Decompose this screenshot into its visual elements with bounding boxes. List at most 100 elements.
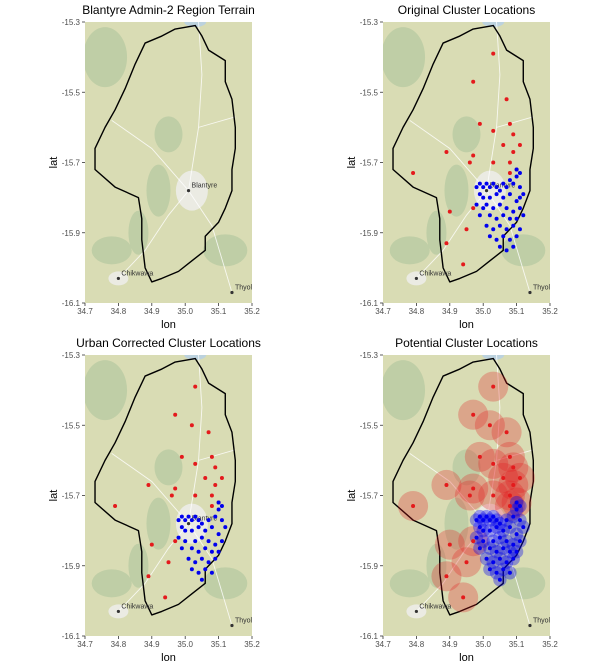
forest-patch bbox=[128, 210, 149, 255]
rural-cluster-point bbox=[209, 454, 214, 459]
urban-cluster-point bbox=[487, 518, 492, 523]
x-tick-label: 35.0 bbox=[177, 307, 193, 316]
urban-cluster-point bbox=[511, 244, 516, 249]
urban-cluster-point bbox=[203, 567, 208, 572]
urban-cluster-point bbox=[507, 570, 512, 575]
urban-cluster-point bbox=[494, 216, 499, 221]
urban-cluster-point bbox=[183, 528, 188, 533]
place-label-blantyre: Blantyre bbox=[192, 183, 218, 190]
x-axis-label: lon bbox=[459, 652, 474, 664]
forest-patch bbox=[444, 497, 469, 550]
rural-cluster-point bbox=[467, 493, 472, 498]
district-boundary bbox=[94, 357, 237, 616]
rural-cluster-point bbox=[219, 475, 224, 480]
forest-patch bbox=[444, 164, 469, 217]
urban-cluster-point bbox=[219, 518, 224, 523]
rural-cluster-point bbox=[504, 97, 509, 102]
x-tick-label: 34.9 bbox=[442, 640, 458, 649]
urban-cluster-point bbox=[199, 535, 204, 540]
x-tick-label: 35.1 bbox=[211, 307, 227, 316]
x-tick-label: 35.0 bbox=[475, 640, 491, 649]
urban-cluster-point bbox=[514, 167, 519, 172]
chart-panel-3: Blantyre Chikwawa Thyolo 34.7 34.8 34.9 35.0 35… bbox=[48, 336, 261, 664]
y-tick-label: -15.9 bbox=[62, 562, 81, 571]
x-tick-label: 35.1 bbox=[509, 307, 525, 316]
road bbox=[496, 116, 534, 128]
rural-cluster-point bbox=[507, 504, 512, 509]
urban-cluster-point bbox=[481, 185, 486, 190]
district-boundary bbox=[392, 357, 534, 616]
forest-patch bbox=[426, 543, 447, 588]
urban-cluster-point bbox=[474, 518, 479, 523]
urban-cluster-point bbox=[494, 518, 499, 523]
x-axis-label: lon bbox=[161, 319, 176, 331]
urban-cluster-point bbox=[477, 213, 482, 218]
x-tick-label: 34.7 bbox=[77, 640, 93, 649]
urban-cluster-point bbox=[517, 195, 522, 200]
place-marker bbox=[414, 276, 418, 281]
urban-cluster-point bbox=[511, 223, 516, 228]
urban-cluster-point bbox=[501, 181, 506, 186]
place-marker bbox=[230, 623, 234, 628]
urban-cluster-point bbox=[491, 560, 496, 565]
rural-cluster-point bbox=[511, 465, 516, 470]
urban-cluster-point bbox=[186, 514, 191, 519]
urban-cluster-point bbox=[511, 209, 516, 214]
urban-cluster-point bbox=[497, 244, 502, 249]
road bbox=[198, 116, 236, 128]
urban-cluster-point bbox=[213, 514, 218, 519]
urban-cluster-point bbox=[504, 560, 509, 565]
y-tick-label: -15.3 bbox=[360, 18, 379, 27]
rural-cluster-point bbox=[491, 51, 496, 56]
chart-title: Blantyre Admin-2 Region Terrain bbox=[82, 3, 255, 17]
urban-cluster-point bbox=[196, 549, 201, 554]
rural-cluster-point bbox=[471, 412, 476, 417]
forest-patch bbox=[154, 116, 183, 153]
urban-cluster-point bbox=[504, 206, 509, 211]
y-tick-label: -15.9 bbox=[360, 562, 379, 571]
forest-patch bbox=[501, 567, 546, 600]
rural-cluster-point bbox=[166, 560, 171, 565]
x-tick-label: 35.0 bbox=[475, 307, 491, 316]
y-tick-label: -15.3 bbox=[360, 351, 379, 360]
forest-patch bbox=[128, 543, 149, 588]
rural-cluster-point bbox=[461, 595, 466, 600]
water-body bbox=[184, 355, 207, 360]
urban-cluster-point bbox=[213, 556, 218, 561]
rural-cluster-point bbox=[471, 539, 476, 544]
rural-cluster-point bbox=[461, 262, 466, 267]
urban-cluster-point bbox=[193, 560, 198, 565]
urban-cluster-point bbox=[477, 546, 482, 551]
x-tick-label: 34.7 bbox=[375, 307, 391, 316]
urban-cluster-point bbox=[213, 542, 218, 547]
urban-cluster-point bbox=[203, 546, 208, 551]
urban-cluster-point bbox=[501, 234, 506, 239]
rural-cluster-point bbox=[444, 574, 449, 579]
urban-cluster-point bbox=[487, 195, 492, 200]
urban-cluster-point bbox=[183, 539, 188, 544]
urban-cluster-point bbox=[216, 507, 221, 512]
urban-cluster-point bbox=[199, 521, 204, 526]
urban-cluster-point bbox=[507, 237, 512, 242]
rural-cluster-point bbox=[491, 128, 496, 133]
y-tick-label: -16.1 bbox=[360, 632, 379, 641]
x-tick-label: 34.7 bbox=[77, 307, 93, 316]
place-label-chikwawa: Chikwawa bbox=[419, 603, 451, 610]
urban-cluster-point bbox=[484, 514, 489, 519]
urban-cluster-point bbox=[189, 528, 194, 533]
rural-cluster-point bbox=[477, 454, 482, 459]
rural-cluster-point bbox=[193, 461, 198, 466]
rural-cluster-point bbox=[504, 430, 509, 435]
forest-patch bbox=[91, 569, 132, 598]
urban-cluster-point bbox=[477, 181, 482, 186]
urban-cluster-point bbox=[497, 535, 502, 540]
urban-cluster-point bbox=[484, 202, 489, 207]
rural-cluster-point bbox=[471, 153, 476, 158]
urban-cluster-point bbox=[487, 213, 492, 218]
urban-cluster-point bbox=[487, 185, 492, 190]
road bbox=[188, 355, 203, 524]
urban-cluster-point bbox=[477, 525, 482, 530]
urban-cluster-point bbox=[487, 567, 492, 572]
urban-cluster-point bbox=[494, 570, 499, 575]
rural-cluster-point bbox=[471, 206, 476, 211]
